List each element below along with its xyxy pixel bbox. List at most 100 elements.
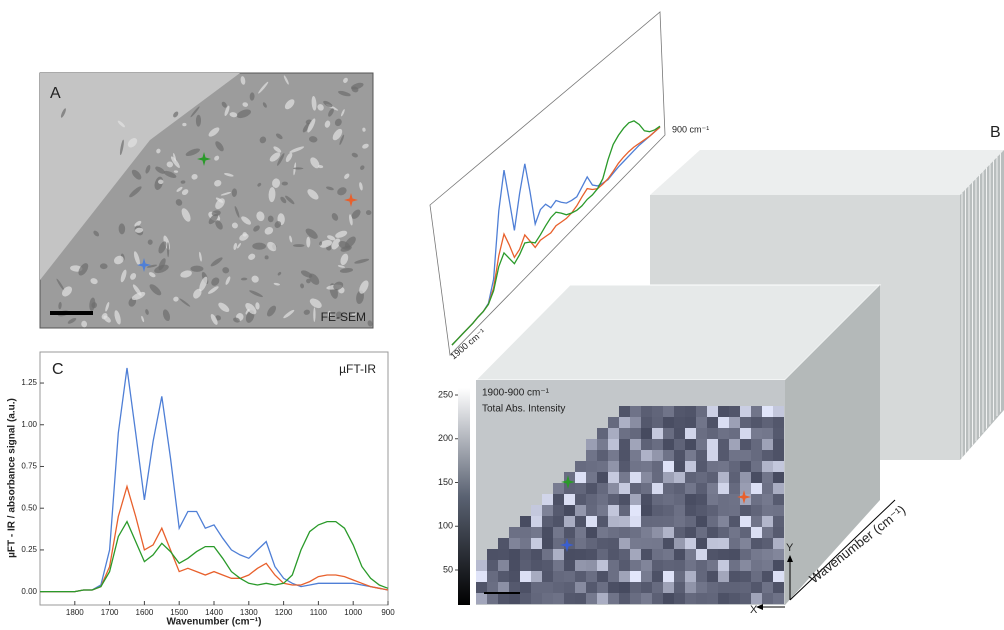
sem-feature — [237, 242, 241, 249]
map-cell — [729, 450, 740, 461]
map-cell — [751, 450, 762, 461]
map-cell — [773, 439, 784, 450]
map-cell — [674, 406, 685, 417]
plot-area — [39, 351, 389, 606]
marker-star — [137, 258, 151, 272]
map-cell — [740, 549, 751, 560]
map-cell — [696, 472, 707, 483]
map-cell — [575, 494, 586, 505]
sem-feature — [319, 241, 323, 246]
map-cell — [564, 582, 575, 593]
map-cell — [674, 439, 685, 450]
map-cell — [718, 516, 729, 527]
sem-feature — [199, 251, 202, 262]
map-cell — [674, 483, 685, 494]
map-cell — [575, 560, 586, 571]
map-cell — [597, 450, 608, 461]
map-cell — [575, 527, 586, 538]
map-cell — [597, 571, 608, 582]
map-cell — [740, 472, 751, 483]
spectrum-end-label: 900 cm⁻¹ — [672, 124, 709, 134]
map-cell — [619, 483, 630, 494]
marker-star — [737, 490, 751, 504]
sem-feature — [277, 153, 285, 166]
map-cell — [685, 571, 696, 582]
panel-label: C — [52, 361, 64, 378]
map-cell — [762, 538, 773, 549]
map-cell — [751, 505, 762, 516]
y-tick-label: 0.25 — [21, 545, 37, 554]
sem-feature — [340, 109, 345, 117]
sem-feature — [303, 309, 310, 315]
map-cell — [696, 516, 707, 527]
map-cell — [619, 461, 630, 472]
sem-feature — [332, 128, 343, 141]
map-cell — [696, 527, 707, 538]
map-cell — [663, 516, 674, 527]
map-cell — [575, 472, 586, 483]
x-tick-label: 1600 — [136, 608, 154, 617]
series-line — [451, 120, 661, 346]
sem-feature — [141, 315, 145, 323]
map-cell — [674, 593, 685, 604]
sem-feature — [343, 77, 348, 83]
map-cell — [586, 538, 597, 549]
map-cell — [520, 538, 531, 549]
cube-side — [785, 285, 880, 605]
sem-feature — [158, 179, 164, 185]
map-cell — [542, 549, 553, 560]
map-cell — [751, 406, 762, 417]
sem-feature — [335, 311, 343, 319]
map-cell — [608, 439, 619, 450]
map-cell — [641, 406, 652, 417]
map-cell — [531, 527, 542, 538]
map-cell — [575, 516, 586, 527]
map-cell — [575, 461, 586, 472]
sem-feature — [339, 268, 354, 273]
map-cell — [619, 527, 630, 538]
sem-feature — [319, 240, 333, 248]
sem-feature — [179, 298, 191, 307]
x-arrowhead — [756, 604, 763, 610]
map-cell — [564, 505, 575, 516]
sem-feature — [264, 255, 269, 260]
map-cell — [751, 461, 762, 472]
map-cell — [498, 593, 509, 604]
map-cell — [531, 560, 542, 571]
map-cell — [663, 494, 674, 505]
map-cell — [553, 516, 564, 527]
marker-star — [197, 152, 211, 166]
map-cell — [652, 549, 663, 560]
map-cell — [696, 406, 707, 417]
sem-feature — [175, 199, 183, 206]
colorbar-tick-label: 200 — [438, 433, 453, 443]
map-cell — [751, 527, 762, 538]
map-cell — [630, 560, 641, 571]
map-cell — [674, 560, 685, 571]
map-cell — [707, 494, 718, 505]
map-cell — [630, 483, 641, 494]
sem-feature — [129, 186, 142, 198]
sem-feature — [331, 213, 339, 221]
map-cell — [652, 450, 663, 461]
sem-feature — [359, 182, 363, 191]
map-cell — [542, 505, 553, 516]
map-cell — [641, 571, 652, 582]
sem-feature — [173, 111, 179, 118]
map-cell — [740, 439, 751, 450]
sem-feature — [99, 263, 108, 270]
sem-feature — [283, 75, 289, 85]
sem-feature — [193, 288, 202, 299]
map-cell — [652, 406, 663, 417]
map-cell — [597, 527, 608, 538]
map-cell — [542, 560, 553, 571]
sem-feature — [78, 263, 89, 276]
map-cell — [652, 560, 663, 571]
map-cell — [707, 582, 718, 593]
map-cell — [729, 417, 740, 428]
sem-feature — [214, 179, 222, 187]
sem-feature — [344, 236, 356, 248]
map-cell — [608, 582, 619, 593]
map-cell — [487, 549, 498, 560]
sem-texture — [56, 75, 373, 328]
